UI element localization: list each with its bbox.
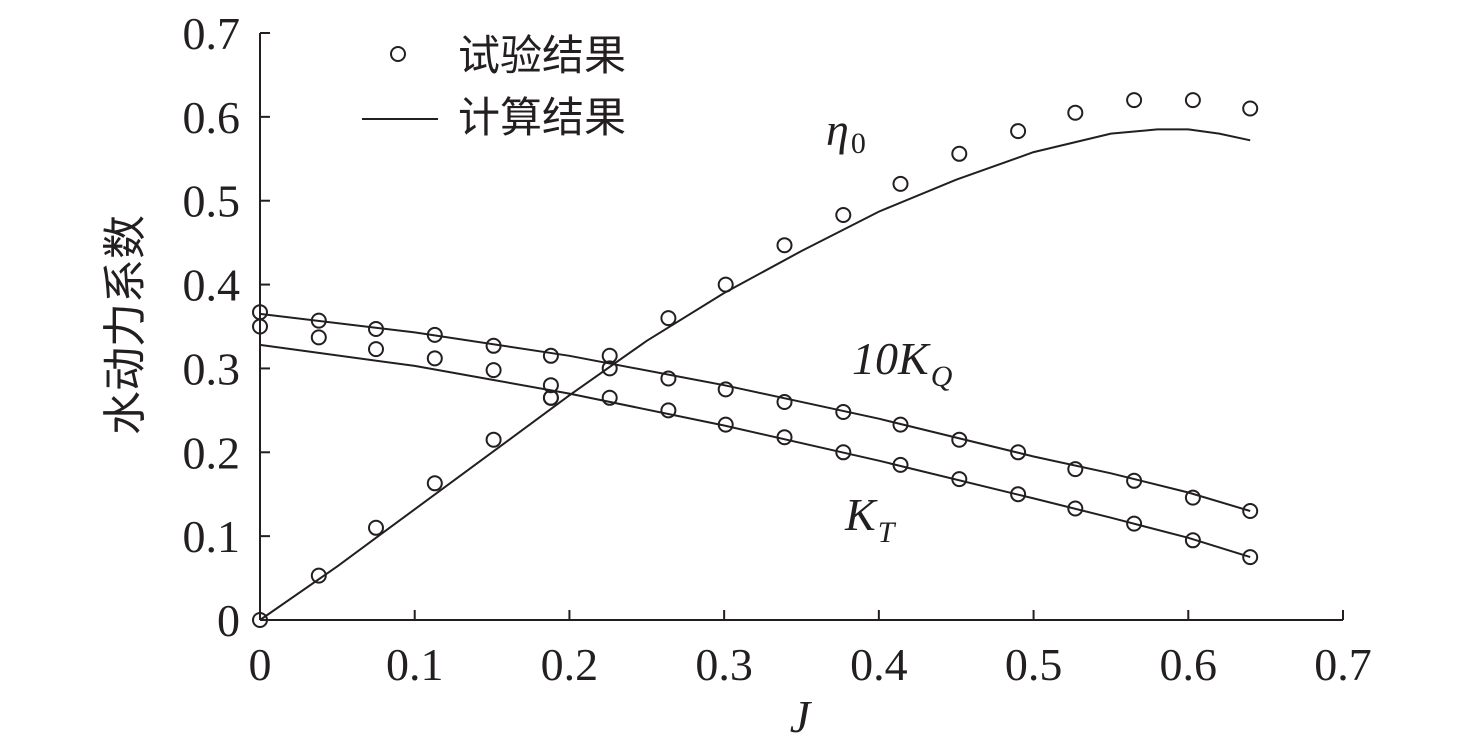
experimental-point-10kq (368, 321, 384, 337)
computed-curve-10kq (259, 312, 1251, 512)
x-tick-label: 0.2 (541, 639, 599, 690)
y-tick-label: 0.7 (183, 8, 241, 59)
x-tick-label: 0.3 (695, 639, 753, 690)
experimental-point-kt (776, 429, 793, 446)
experimental-point-kt (485, 362, 502, 379)
x-tick-label: 0.5 (1005, 639, 1063, 690)
experimental-point-0 (951, 145, 968, 162)
experimental-point-10kq (310, 312, 327, 329)
x-tick-label: 0.7 (1314, 639, 1372, 690)
experimental-point-10kq (835, 404, 852, 420)
experimental-point-kt (1067, 500, 1084, 517)
experimental-point-0 (1010, 123, 1027, 140)
ticks: 0 0.1 0.2 0.3 0.4 0.5 0.6 0.7 0 0.1 0.2 0.3 0.4 0.5 0.… (183, 8, 1372, 690)
experimental-point-kt (1126, 515, 1143, 532)
experimental-point-10kq (951, 431, 968, 448)
experimental-point-0 (1126, 92, 1143, 109)
experimental-point-0 (835, 207, 852, 223)
legend-label-computed: 计算结果 (458, 93, 626, 142)
axes (259, 33, 1343, 621)
x-tick-label: 0.4 (850, 639, 908, 690)
experimental-point-10kq (1184, 489, 1201, 506)
experimental-point-kt (368, 341, 384, 358)
experimental-point-0 (1184, 92, 1201, 109)
experimental-point-0 (368, 519, 384, 536)
x-axis-label: J (790, 691, 813, 742)
experimental-point-kt (951, 471, 968, 488)
x-tick-label: 0.1 (386, 639, 444, 690)
experimental-point-kt (835, 444, 852, 461)
experimental-point-10kq (1067, 461, 1084, 478)
series-label-eta0: η0 (826, 104, 866, 160)
legend-label-experimental: 试验结果 (458, 31, 626, 80)
experimental-point-0 (660, 310, 677, 327)
legend-circle-marker (390, 46, 406, 62)
series-label-kt: KT (844, 489, 897, 549)
experimental-point-10kq (542, 347, 559, 364)
experimental-point-0 (252, 612, 268, 628)
experimental-point-kt (892, 456, 909, 473)
experimental-points (252, 92, 1259, 628)
y-tick-label: 0.4 (183, 260, 241, 311)
series-label-10kq: 10KQ (852, 333, 953, 393)
y-tick-label: 0 (217, 595, 240, 646)
y-tick-label: 0.6 (183, 92, 241, 143)
experimental-point-0 (601, 360, 618, 377)
experimental-point-10kq (426, 326, 443, 343)
y-tick-label: 0.1 (183, 511, 241, 562)
y-tick-label: 0.2 (183, 427, 241, 478)
y-tick-label: 0.5 (183, 176, 241, 227)
experimental-point-10kq (485, 337, 502, 354)
experimental-point-10kq (776, 394, 793, 410)
experimental-point-kt (1184, 532, 1201, 549)
computed-curve-kt (259, 343, 1251, 559)
experimental-point-kt (310, 329, 327, 346)
experimental-point-kt (660, 402, 677, 419)
experimental-point-0 (426, 475, 443, 492)
experimental-point-10kq (717, 381, 734, 398)
experimental-point-0 (892, 175, 909, 192)
experimental-point-kt (542, 389, 559, 406)
computed-curve-0 (259, 128, 1251, 621)
experimental-point-10kq (1242, 503, 1259, 519)
experimental-point-10kq (1010, 444, 1027, 461)
experimental-point-kt (426, 350, 443, 367)
experimental-point-0 (1067, 104, 1084, 121)
experimental-point-10kq (660, 370, 677, 387)
experimental-point-0 (485, 431, 502, 448)
experimental-point-0 (1242, 100, 1259, 117)
experimental-point-10kq (601, 347, 618, 364)
y-axis-label: 水动力系数 (100, 215, 151, 435)
computed-curves (259, 128, 1251, 621)
experimental-point-kt (252, 318, 268, 335)
legend: 试验结果 计算结果 (362, 31, 626, 142)
y-tick-label: 0.3 (183, 343, 241, 394)
experimental-point-kt (1010, 486, 1027, 503)
experimental-point-0 (776, 237, 793, 254)
experimental-point-kt (717, 416, 734, 433)
experimental-point-kt (1242, 549, 1259, 566)
experimental-point-kt (542, 377, 559, 394)
x-tick-label: 0.6 (1160, 639, 1218, 690)
experimental-point-10kq (892, 416, 909, 433)
experimental-point-10kq (1126, 472, 1143, 489)
experimental-point-kt (601, 389, 618, 406)
experimental-point-0 (310, 567, 327, 584)
experimental-point-0 (717, 276, 734, 293)
x-tick-label: 0 (249, 639, 272, 690)
